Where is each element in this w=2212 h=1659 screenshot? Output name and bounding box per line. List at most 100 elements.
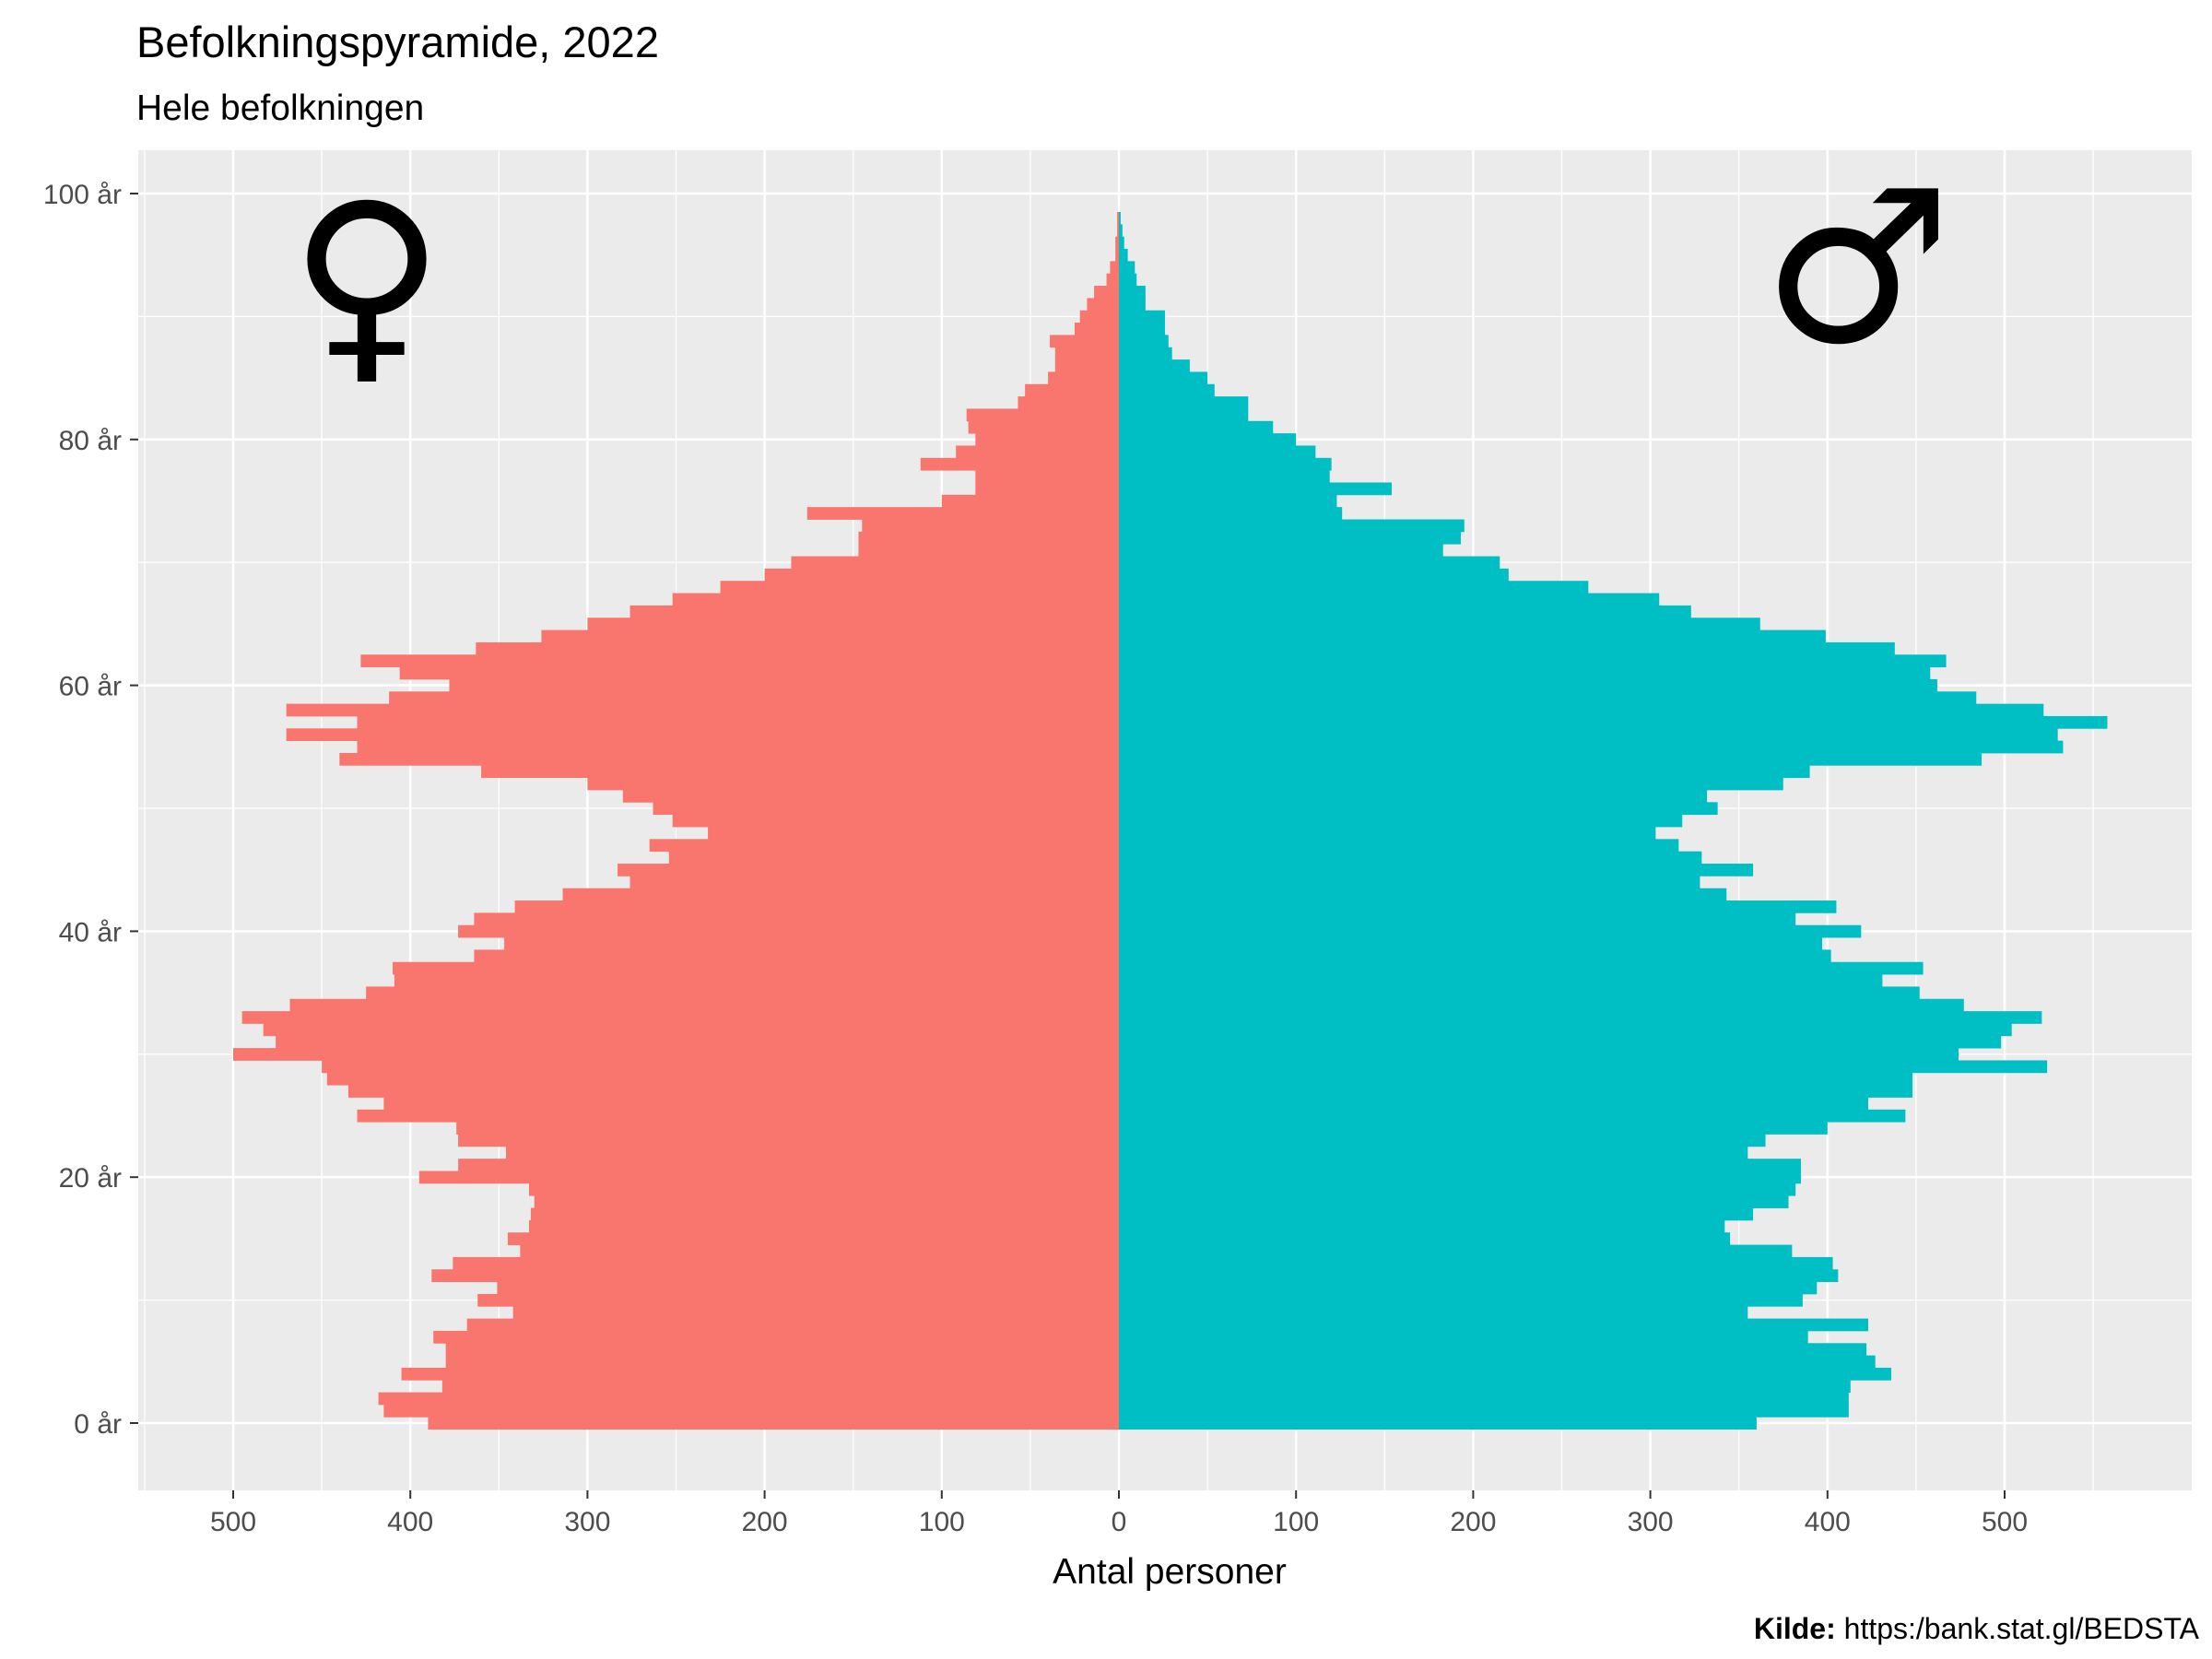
female-bar-age-19 xyxy=(528,1182,1119,1196)
male-bar-age-71 xyxy=(1119,544,1443,557)
female-bar-age-64 xyxy=(541,629,1119,643)
caption-text: https:/bank.stat.gl/BEDSTA xyxy=(1836,1612,2200,1645)
y-tick-label: 20 år xyxy=(59,1163,122,1194)
male-bar-age-84 xyxy=(1119,383,1215,397)
male-bar-age-58 xyxy=(1119,703,2044,717)
female-bar-age-69 xyxy=(764,568,1119,582)
female-bar-age-6 xyxy=(445,1343,1119,1357)
x-tick-label: 300 xyxy=(1628,1507,1674,1537)
female-bar-age-0 xyxy=(428,1417,1119,1430)
male-bar-age-93 xyxy=(1119,273,1137,287)
female-bar-age-48 xyxy=(708,827,1119,840)
female-bar-age-62 xyxy=(360,654,1119,667)
male-bar-age-27 xyxy=(1119,1085,1913,1098)
male-bar-age-18 xyxy=(1119,1195,1789,1208)
male-bar-age-48 xyxy=(1119,827,1656,840)
y-tick-label: 100 år xyxy=(43,180,122,210)
y-tick-label: 0 år xyxy=(74,1409,122,1440)
female-bar-age-87 xyxy=(1054,347,1119,360)
female-bar-age-32 xyxy=(263,1023,1119,1037)
chart-subtitle: Hele befolkningen xyxy=(136,88,424,128)
male-bar-age-70 xyxy=(1119,556,1500,570)
male-bar-age-24 xyxy=(1119,1122,1828,1135)
female-bar-age-98 xyxy=(1117,212,1119,225)
male-bar-age-47 xyxy=(1119,839,1679,853)
female-bar-age-95 xyxy=(1115,249,1119,262)
female-bar-age-55 xyxy=(357,740,1119,754)
male-bar-age-89 xyxy=(1119,323,1165,335)
male-bar-age-21 xyxy=(1119,1159,1801,1171)
male-bar-age-85 xyxy=(1119,371,1208,385)
male-bar-age-28 xyxy=(1119,1072,1913,1086)
y-tick-label: 40 år xyxy=(59,917,122,947)
female-bar-age-7 xyxy=(433,1330,1119,1344)
female-bar-age-94 xyxy=(1110,261,1119,275)
male-bar-age-22 xyxy=(1119,1146,1748,1159)
female-bar-age-72 xyxy=(858,531,1119,545)
female-bar-age-10 xyxy=(477,1293,1119,1307)
female-bar-age-97 xyxy=(1117,224,1119,238)
female-bar-age-71 xyxy=(858,544,1119,557)
female-bar-age-86 xyxy=(1054,359,1119,372)
female-bar-age-92 xyxy=(1094,286,1119,299)
male-bar-age-36 xyxy=(1119,974,1883,987)
x-tick-label: 0 xyxy=(1112,1507,1127,1537)
female-bar-age-70 xyxy=(791,556,1119,570)
male-bar-age-49 xyxy=(1119,814,1683,828)
male-bar-age-60 xyxy=(1119,678,1937,692)
male-bar-age-55 xyxy=(1119,740,2064,754)
male-bar-age-5 xyxy=(1119,1355,1876,1369)
female-bar-age-79 xyxy=(956,445,1119,459)
male-bar-age-57 xyxy=(1119,715,2108,729)
female-bar-age-40 xyxy=(458,924,1119,938)
male-bar-age-62 xyxy=(1119,654,1947,667)
x-tick-label: 100 xyxy=(919,1507,965,1537)
male-bar-age-25 xyxy=(1119,1109,1906,1123)
male-bar-age-23 xyxy=(1119,1134,1766,1147)
male-bar-age-33 xyxy=(1119,1011,2042,1024)
female-bar-age-73 xyxy=(862,519,1119,533)
female-bar-age-49 xyxy=(672,814,1119,828)
female-bars xyxy=(233,212,1120,1430)
male-bar-age-40 xyxy=(1119,924,1862,938)
male-bar-age-91 xyxy=(1119,298,1146,312)
x-axis: 500 400 300 200 100 0 100 200 300 400 500 xyxy=(210,1490,2028,1537)
female-bar-age-41 xyxy=(474,912,1119,926)
male-bar-age-12 xyxy=(1119,1269,1839,1282)
male-bar-age-31 xyxy=(1119,1035,2002,1049)
male-bar-age-97 xyxy=(1119,224,1123,238)
female-bar-age-82 xyxy=(966,408,1119,422)
female-bar-age-60 xyxy=(449,678,1119,692)
male-bar-age-20 xyxy=(1119,1171,1801,1184)
male-bar-age-54 xyxy=(1119,752,1983,766)
female-bar-age-51 xyxy=(622,789,1119,803)
female-bar-age-14 xyxy=(520,1244,1119,1258)
male-bar-age-34 xyxy=(1119,998,1964,1012)
male-bar-age-0 xyxy=(1119,1417,1757,1430)
female-bar-age-17 xyxy=(530,1207,1119,1221)
female-bar-age-9 xyxy=(512,1306,1119,1320)
female-bar-age-74 xyxy=(806,507,1119,520)
x-tick-label: 300 xyxy=(564,1507,610,1537)
male-bar-age-37 xyxy=(1119,961,1924,975)
male-bar-age-32 xyxy=(1119,1023,2012,1037)
female-bar-age-59 xyxy=(389,691,1119,705)
male-bars xyxy=(1119,212,2108,1430)
x-tick-label: 200 xyxy=(742,1507,788,1537)
male-bar-age-44 xyxy=(1119,876,1700,889)
male-bar-age-4 xyxy=(1119,1367,1891,1381)
female-bar-age-67 xyxy=(672,593,1119,606)
male-bar-age-63 xyxy=(1119,641,1895,655)
female-bar-age-43 xyxy=(562,888,1119,901)
female-bar-age-58 xyxy=(286,703,1119,717)
male-bar-age-6 xyxy=(1119,1343,1867,1357)
male-bar-age-75 xyxy=(1119,494,1337,508)
female-bar-age-61 xyxy=(399,666,1120,680)
male-bar-age-46 xyxy=(1119,851,1702,865)
female-bar-age-53 xyxy=(481,765,1119,779)
female-bar-age-76 xyxy=(975,482,1119,496)
female-bar-age-26 xyxy=(383,1097,1119,1111)
x-tick-label: 200 xyxy=(1450,1507,1496,1537)
male-bar-age-9 xyxy=(1119,1306,1748,1320)
male-bar-age-3 xyxy=(1119,1380,1851,1394)
